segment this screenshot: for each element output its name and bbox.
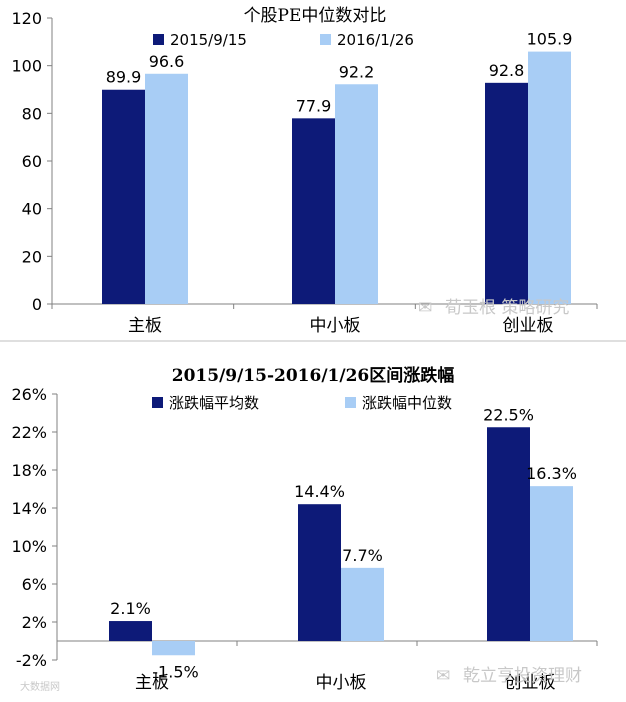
y-tick-label: 18%: [11, 461, 47, 480]
data-label: 14.4%: [294, 482, 345, 501]
data-label: -1.5%: [152, 662, 198, 681]
chart-pe-median: 个股PE中位数对比 2015/9/15 2016/1/26 0 20 40 60 80 1…: [11, 6, 598, 336]
y-tick-label: 26%: [11, 385, 47, 404]
chart1-legend-label-2: 2016/1/26: [337, 31, 414, 49]
bar-series1: [292, 118, 335, 304]
y-tick-label: 14%: [11, 499, 47, 518]
x-category-label: 主板: [128, 316, 162, 336]
chart1-legend-label-1: 2015/9/15: [170, 31, 247, 49]
y-tick-label: 100: [11, 57, 42, 76]
chart-price-change: 2015/9/15-2016/1/26区间涨跌幅 涨跌幅平均数 涨跌幅中位数 -…: [11, 365, 598, 693]
bar-series1: [487, 427, 530, 641]
bar-series2: [152, 641, 195, 656]
y-tick-label: 0: [32, 295, 42, 314]
y-tick-label: 60: [22, 152, 42, 171]
y-tick-label: -2%: [16, 651, 47, 670]
chart1-legend-swatch-2: [320, 34, 331, 45]
bar-series2: [145, 73, 188, 305]
data-label: 89.9: [106, 68, 142, 87]
data-label: 77.9: [296, 96, 332, 115]
data-label: 16.3%: [526, 464, 577, 483]
bar-series1: [102, 89, 145, 304]
bar-series2: [335, 84, 378, 304]
bar-series2: [528, 51, 571, 305]
x-category-label: 中小板: [316, 673, 367, 693]
chart2-legend-label-2: 涨跌幅中位数: [362, 394, 452, 412]
bar-series1: [485, 82, 528, 305]
y-tick-label: 20: [22, 247, 42, 266]
y-tick-label: 10%: [11, 537, 47, 556]
x-category-label: 主板: [135, 673, 169, 693]
y-tick-label: 120: [11, 9, 42, 28]
watermark-bottom: 乾立亨投资理财: [463, 666, 582, 686]
x-category-label: 创业板: [503, 316, 554, 336]
x-category-label: 创业板: [505, 673, 556, 693]
data-label: 105.9: [527, 30, 573, 49]
y-tick-label: 80: [22, 104, 42, 123]
y-tick-label: 6%: [22, 575, 47, 594]
data-label: 2.1%: [110, 599, 151, 618]
chart1-title: 个股PE中位数对比: [244, 6, 387, 26]
chart2-legend-label-1: 涨跌幅平均数: [169, 394, 259, 412]
data-label: 22.5%: [483, 405, 534, 424]
y-tick-label: 2%: [22, 613, 47, 632]
data-label: 92.8: [489, 61, 525, 80]
y-tick-label: 22%: [11, 423, 47, 442]
watermark-bottom-icon: ✉: [436, 666, 450, 686]
data-label: 92.2: [339, 62, 375, 81]
chart2-legend-swatch-2: [345, 397, 356, 408]
watermark-corner: 大数据网: [20, 680, 60, 693]
chart1-legend-swatch-1: [153, 34, 164, 45]
data-label: 7.7%: [342, 546, 383, 565]
chart2-legend-swatch-1: [152, 397, 163, 408]
watermark-top-icon: ✉: [418, 298, 432, 318]
bar-series2: [341, 567, 384, 641]
bar-series1: [109, 621, 152, 641]
bar-series1: [298, 504, 341, 641]
bar-series2: [530, 486, 573, 641]
watermark-top: 荀玉根 策略研究: [445, 298, 569, 318]
x-category-label: 中小板: [310, 316, 361, 336]
chart2-title: 2015/9/15-2016/1/26区间涨跌幅: [172, 365, 455, 386]
y-tick-label: 40: [22, 200, 42, 219]
data-label: 96.6: [149, 52, 185, 71]
